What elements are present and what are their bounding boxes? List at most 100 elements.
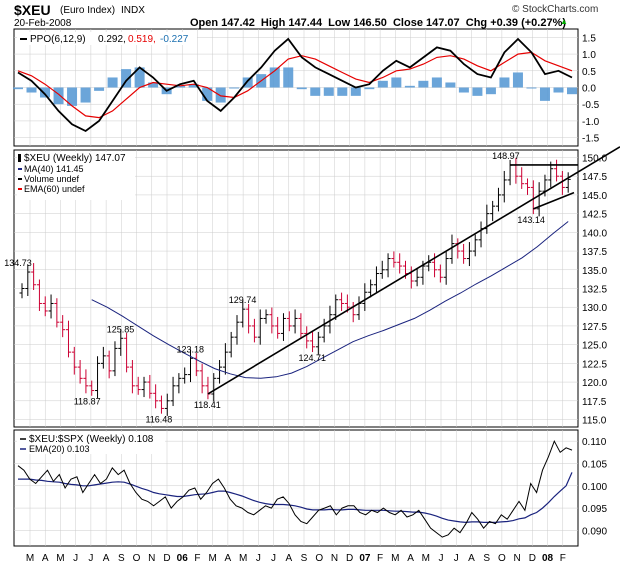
x-tick-label: M [56,553,64,564]
price-y-tick-label: 115.0 [582,416,607,427]
x-tick-label: M [239,553,247,564]
ppo-y-tick-label: -0.5 [582,100,600,111]
price-y-tick-label: 140.0 [582,228,607,239]
x-tick-label: 07 [359,553,371,564]
ppo-histogram-bar [175,85,186,88]
price-y-tick-label: 127.5 [582,322,607,333]
ppo-histogram-bar [283,67,294,88]
ppo-histogram-bar [553,87,564,93]
ppo-histogram-bar [148,82,159,88]
ppo-histogram-bar [215,87,226,103]
ppo-histogram-bar [445,82,456,88]
ppo-histogram-bar [53,87,64,105]
channel-trendline [533,191,575,210]
ppo-y-tick-label: 0.5 [582,67,596,78]
x-tick-label: M [391,553,399,564]
x-tick-label: J [73,553,78,564]
price-y-tick-label: 137.5 [582,247,607,258]
ppo-histogram-bar [431,77,442,88]
support-trendline [207,146,620,395]
x-tick-label: D [346,553,353,564]
ppo-y-tick-label: 0.0 [582,84,596,95]
x-tick-label: S [118,553,125,564]
x-tick-label: M [422,553,430,564]
ppo-histogram-bar [499,77,510,88]
x-tick-label: F [377,553,383,564]
ppo-histogram-bar [458,87,469,93]
x-tick-label: F [194,553,200,564]
ppo-y-tick-label: -1.0 [582,117,600,128]
price-annotation: 148.97 [492,151,520,161]
price-y-tick-label: 117.5 [582,397,607,408]
ppo-histogram-bar [337,87,348,96]
x-tick-label: J [88,553,93,564]
ppo-histogram-bar [134,67,145,88]
ppo-histogram-bar [539,87,550,101]
ppo-histogram-bar [94,87,105,91]
x-tick-label: J [454,553,459,564]
x-tick-label: N [513,553,520,564]
x-tick-label: A [103,553,110,564]
x-tick-label: M [26,553,34,564]
x-tick-label: S [301,553,308,564]
price-legend-bg [17,152,135,200]
x-tick-label: A [285,553,292,564]
ppo-histogram-bar [40,87,51,98]
ratio-legend-bg [17,432,165,454]
price-y-tick-label: 142.5 [582,210,607,221]
exchange-label: INDX [121,5,145,16]
x-tick-label: M [208,553,216,564]
ppo-histogram-bar [512,72,523,88]
ppo-histogram-bar [80,87,91,103]
ppo-histogram-bar [67,87,78,106]
x-tick-label: O [133,553,141,564]
x-tick-label: J [439,553,444,564]
ma40-line [91,221,569,379]
ppo-histogram-bar [323,87,334,96]
ratio-line [17,439,573,538]
ohlc-legend-icon [18,154,21,162]
index-name: (Euro Index) [60,5,116,16]
ppo-histogram-bar [350,87,361,96]
ppo-histogram-bar [121,69,132,88]
price-y-tick-label: 120.0 [582,378,607,389]
stockcharts-credit: © StockCharts.com [512,4,599,15]
price-y-tick-label: 125.0 [582,341,607,352]
price-y-tick-label: 132.5 [582,285,607,296]
price-annotation: 123.18 [177,344,205,354]
x-tick-label: A [42,553,49,564]
ppo-legend-label: PPO(6,12,9) [30,34,86,45]
ppo-histogram-bar [242,77,253,88]
ratio-y-tick-label: 0.110 [582,437,607,448]
panel-frame-2 [13,429,579,547]
price-legend-item: Volume undef [24,174,80,184]
ppo-histogram-bar [404,85,415,88]
price-y-tick-label: 130.0 [582,303,607,314]
change-up-icon: ▲ [560,17,568,26]
ratio-legend-title: $XEU:$SPX (Weekly) 0.108 [29,434,154,445]
x-tick-label: S [483,553,490,564]
x-tick-label: A [225,553,232,564]
ppo-histogram-bar [310,87,321,96]
ohlc-readout: Open 147.42 High 147.44 Low 146.50 Close… [190,17,567,29]
ppo-legend-signal: 0.519, [128,34,156,45]
chart-date: 20-Feb-2008 [14,18,72,29]
ppo-y-tick-label: -1.5 [582,134,600,145]
price-annotation: 125.85 [107,324,135,334]
price-annotation: 134.73 [4,258,32,268]
ppo-histogram-bar [26,87,37,93]
ppo-histogram-bar [526,87,537,89]
ppo-histogram-bar [377,80,388,88]
price-annotation: 118.41 [194,400,221,410]
price-y-tick-label: 145.0 [582,191,607,202]
ppo-histogram-bar [202,87,213,101]
price-y-tick-label: 150.0 [582,153,607,164]
x-tick-label: O [498,553,506,564]
ppo-histogram-bar [485,87,496,95]
ppo-histogram-bar [107,77,118,88]
x-tick-label: O [315,553,323,564]
x-tick-label: 08 [542,553,554,564]
ppo-histogram-bar [364,87,375,90]
ppo-legend-hist: -0.227 [160,34,189,45]
symbol-title: $XEU [14,2,51,18]
